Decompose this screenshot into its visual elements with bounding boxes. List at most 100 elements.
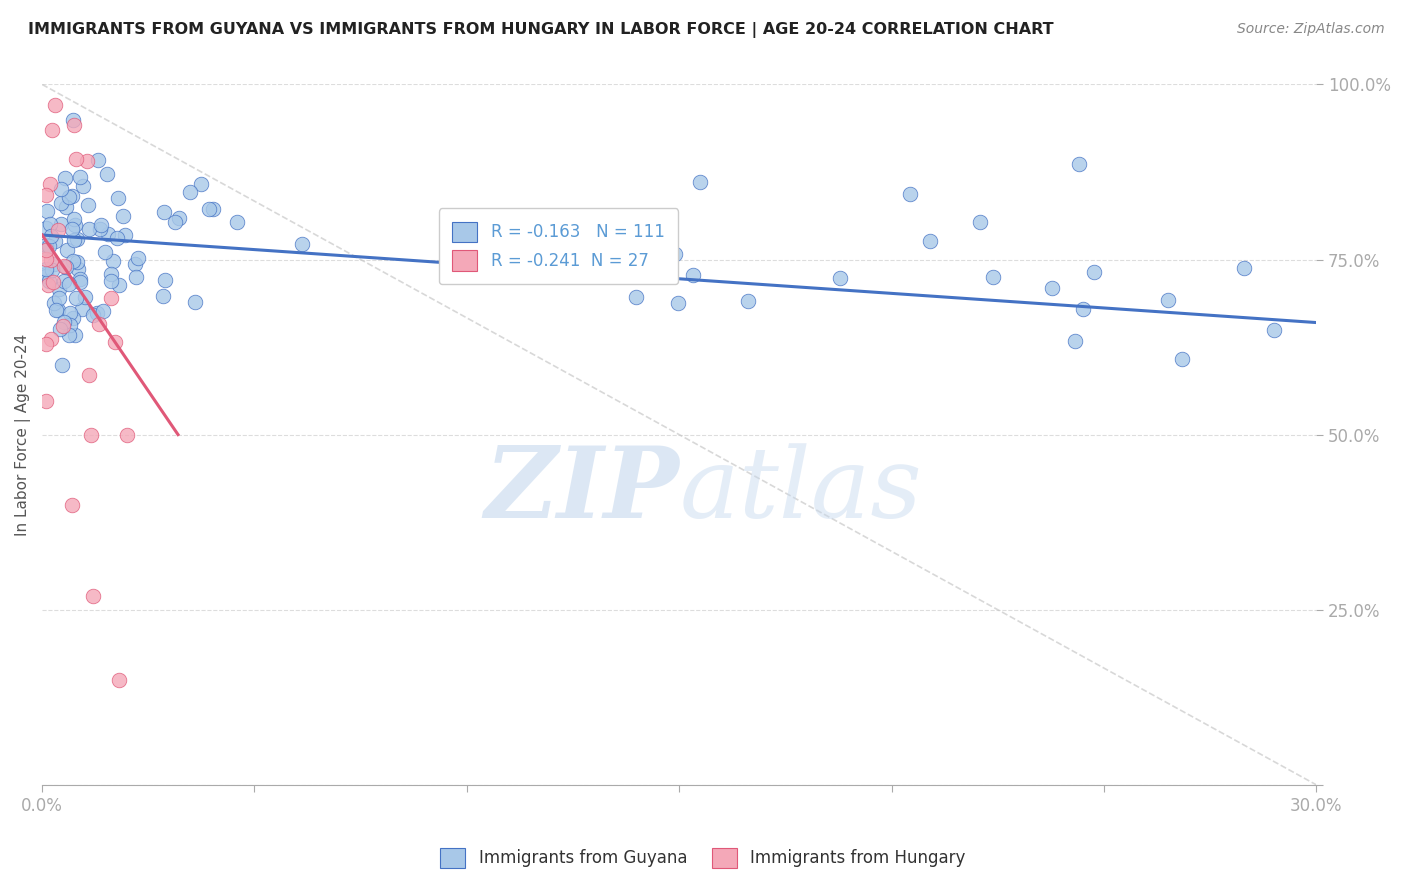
Point [45,302,67,317]
Point [179,185,201,199]
Legend: Immigrants from Guyana, Immigrants from Hungary: Immigrants from Guyana, Immigrants from … [433,841,973,875]
Point [60,189,83,203]
Point [104,335,127,350]
Point [1157,293,1180,308]
Point [114,227,136,242]
Point [55,243,77,257]
Point [49,322,72,336]
Point [291,237,314,252]
Point [1063,334,1085,348]
Point [62,113,84,128]
Point [76,198,98,212]
Point [42,275,65,289]
Point [115,427,138,442]
Point [39,252,62,267]
Point [53,170,76,185]
Point [77,368,100,382]
Point [830,271,852,285]
Point [62,212,84,227]
Point [41,229,63,244]
Point [44,98,66,112]
Legend: R = -0.163   N = 111, R = -0.241  N = 27: R = -0.163 N = 111, R = -0.241 N = 27 [439,209,678,284]
Point [108,278,131,293]
Point [72,179,94,194]
Point [63,328,86,343]
Point [105,231,128,245]
Point [918,234,941,248]
Point [66,261,89,276]
Point [198,202,221,216]
Point [65,255,87,269]
Point [46,223,69,237]
Point [65,291,87,305]
Point [1083,265,1105,279]
Point [201,202,224,216]
Point [55,200,77,214]
Point [77,221,100,235]
Point [107,673,129,687]
Point [444,209,467,223]
Point [42,295,65,310]
Point [101,254,124,268]
Point [80,427,103,442]
Text: IMMIGRANTS FROM GUYANA VS IMMIGRANTS FROM HUNGARY IN LABOR FORCE | AGE 20-24 COR: IMMIGRANTS FROM GUYANA VS IMMIGRANTS FRO… [28,22,1053,38]
Point [689,176,711,190]
Point [69,272,91,286]
Point [35,237,58,252]
Point [35,393,58,408]
Point [60,498,83,512]
Point [981,269,1004,284]
Point [1233,260,1256,275]
Point [87,317,110,331]
Point [35,267,58,281]
Point [737,293,759,308]
Point [1067,157,1090,171]
Point [682,268,704,283]
Point [82,589,104,603]
Point [53,259,76,273]
Point [69,276,91,290]
Point [225,215,247,229]
Point [112,209,135,223]
Point [1171,351,1194,366]
Point [540,260,562,275]
Point [44,234,66,248]
Point [38,274,60,288]
Point [65,153,87,167]
Text: atlas: atlas [679,443,922,538]
Point [52,318,75,333]
Point [58,190,80,204]
Point [38,218,60,232]
Point [41,123,63,137]
Point [59,318,82,332]
Point [38,239,60,253]
Point [664,246,686,260]
Point [165,214,187,228]
Point [35,336,58,351]
Point [55,260,77,274]
Y-axis label: In Labor Force | Age 20-24: In Labor Force | Age 20-24 [15,334,31,536]
Point [1042,281,1064,295]
Point [76,153,98,168]
Point [190,177,212,191]
Point [48,282,70,296]
Point [75,290,97,304]
Point [63,118,86,132]
Point [35,243,58,257]
Point [58,328,80,343]
Point [53,274,76,288]
Point [900,186,922,201]
Point [1071,301,1094,316]
Point [97,227,120,242]
Point [38,178,60,192]
Point [167,211,190,225]
Point [51,196,73,211]
Point [1263,322,1285,336]
Point [58,277,80,291]
Point [666,296,689,310]
Point [89,222,111,236]
Point [124,258,146,272]
Point [87,153,110,167]
Point [127,251,149,265]
Point [100,274,122,288]
